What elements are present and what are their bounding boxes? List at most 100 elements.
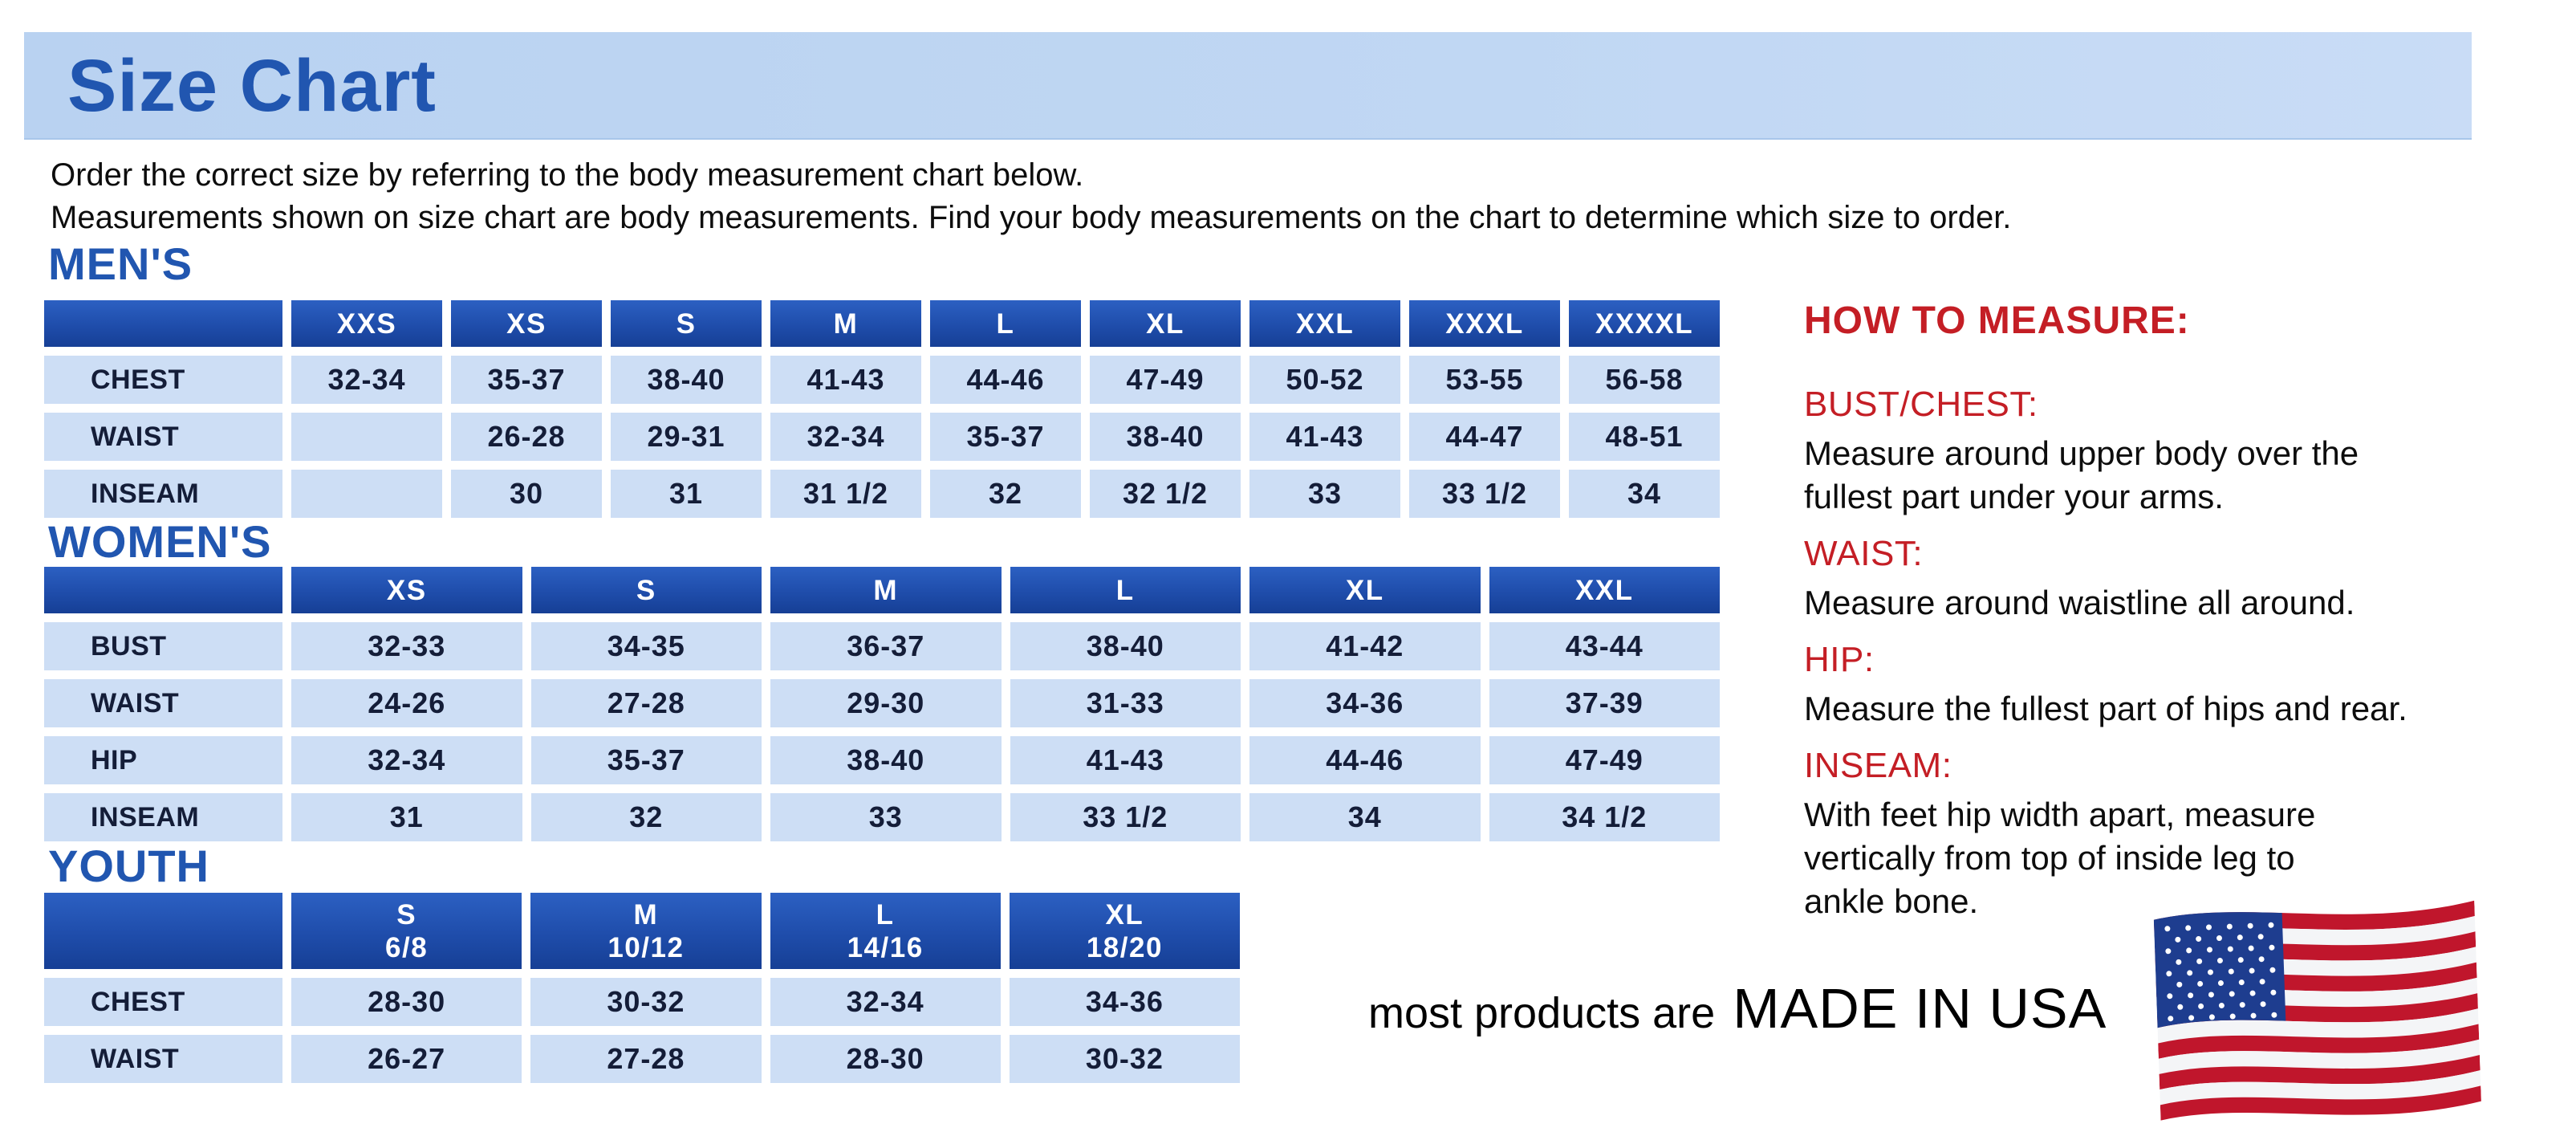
- size-value-cell: 31 1/2: [770, 470, 921, 518]
- size-value-cell: 43-44: [1489, 622, 1720, 670]
- womens-size-table: XS S M L XL XXL BUST 32-33 34-35 36-37 38-40 41-42 4…: [44, 567, 1720, 841]
- measure-description: Measure around waistline all around.: [1804, 584, 2355, 621]
- size-value-cell: 24-26: [291, 679, 522, 727]
- how-to-measure-items: BUST/CHEST: Measure around upper body ove…: [1804, 385, 2550, 923]
- size-value-cell: [291, 413, 442, 461]
- table-corner-cell: [44, 893, 282, 969]
- size-column-header: XL 18/20: [1009, 893, 1240, 969]
- size-value-cell: 34 1/2: [1489, 793, 1720, 841]
- size-column-header: S: [611, 300, 762, 347]
- measure-term: WAIST:: [1804, 534, 1924, 573]
- size-value-cell: 32-34: [291, 736, 522, 784]
- size-column-header: XL: [1090, 300, 1241, 347]
- size-column-header: XXXL: [1409, 300, 1560, 347]
- size-value-cell: 34: [1569, 470, 1720, 518]
- size-value-cell: 27-28: [530, 679, 762, 727]
- size-value-cell: 32: [930, 470, 1081, 518]
- section-heading-youth: YOUTH: [48, 841, 209, 891]
- size-value-cell: 48-51: [1569, 413, 1720, 461]
- section-heading-womens: WOMEN'S: [48, 516, 272, 567]
- size-value-cell: 35-37: [451, 356, 602, 404]
- size-value-cell: 33 1/2: [1409, 470, 1560, 518]
- size-value-cell: 30-32: [1009, 1035, 1240, 1083]
- measure-item: WAIST: Measure around waistline all aroun…: [1804, 534, 2550, 625]
- size-value-cell: 31: [611, 470, 762, 518]
- size-value-cell: 50-52: [1249, 356, 1400, 404]
- size-value-cell: 32-34: [770, 413, 921, 461]
- made-in-usa-prefix: most products are: [1368, 989, 1716, 1037]
- measure-description: Measure around upper body over the fulles…: [1804, 434, 2359, 515]
- size-value-cell: 31: [291, 793, 522, 841]
- size-value-cell: 44-46: [1249, 736, 1481, 784]
- size-value-cell: 44-46: [930, 356, 1081, 404]
- size-value-cell: 30-32: [530, 978, 762, 1026]
- size-value-cell: 34-35: [530, 622, 762, 670]
- size-value-cell: 28-30: [770, 1035, 1001, 1083]
- size-value-cell: 30: [451, 470, 602, 518]
- size-value-cell: 32-34: [770, 978, 1001, 1026]
- size-value-cell: 47-49: [1090, 356, 1241, 404]
- measure-item: HIP: Measure the fullest part of hips and…: [1804, 640, 2550, 731]
- measure-item: BUST/CHEST: Measure around upper body ove…: [1804, 385, 2550, 519]
- size-column-header: M: [770, 567, 1002, 613]
- measure-term: HIP:: [1804, 640, 1875, 679]
- size-value-cell: 41-42: [1249, 622, 1481, 670]
- measurement-row-label: HIP: [44, 736, 282, 784]
- size-column-header: XS: [451, 300, 602, 347]
- size-value-cell: 53-55: [1409, 356, 1560, 404]
- how-to-measure-section: HOW TO MEASURE: BUST/CHEST: Measure aroun…: [1804, 299, 2550, 923]
- size-value-cell: 28-30: [291, 978, 522, 1026]
- size-column-header: L 14/16: [770, 893, 1001, 969]
- size-value-cell: 38-40: [1090, 413, 1241, 461]
- intro-line-2: Measurements shown on size chart are bod…: [51, 200, 2012, 235]
- size-column-header: M 10/12: [530, 893, 762, 969]
- size-column-header: XS: [291, 567, 522, 613]
- size-column-header: XXL: [1489, 567, 1720, 613]
- measurement-row-label: WAIST: [44, 413, 282, 461]
- intro-line-1: Order the correct size by referring to t…: [51, 157, 1084, 193]
- size-value-cell: 38-40: [770, 736, 1002, 784]
- size-column-header: XL: [1249, 567, 1481, 613]
- measurement-row-label: INSEAM: [44, 793, 282, 841]
- size-value-cell: 37-39: [1489, 679, 1720, 727]
- size-value-cell: 32-34: [291, 356, 442, 404]
- usa-flag-icon: [2153, 892, 2482, 1132]
- how-to-measure-heading: HOW TO MEASURE:: [1804, 299, 2190, 342]
- intro-text: Order the correct size by referring to t…: [51, 154, 2011, 239]
- size-column-header: XXL: [1249, 300, 1400, 347]
- size-value-cell: 44-47: [1409, 413, 1560, 461]
- size-value-cell: 29-31: [611, 413, 762, 461]
- size-value-cell: 32-33: [291, 622, 522, 670]
- size-value-cell: 33: [770, 793, 1002, 841]
- size-value-cell: 41-43: [1249, 413, 1400, 461]
- measure-item: INSEAM: With feet hip width apart, measur…: [1804, 746, 2550, 923]
- made-in-usa-text: MADE IN USA: [1733, 977, 2107, 1040]
- size-value-cell: 27-28: [530, 1035, 762, 1083]
- size-value-cell: 31-33: [1010, 679, 1241, 727]
- size-value-cell: 32 1/2: [1090, 470, 1241, 518]
- measurement-row-label: CHEST: [44, 978, 282, 1026]
- size-value-cell: 35-37: [530, 736, 762, 784]
- size-value-cell: 34-36: [1009, 978, 1240, 1026]
- measure-description: Measure the fullest part of hips and rea…: [1804, 690, 2407, 727]
- measurement-row-label: WAIST: [44, 679, 282, 727]
- size-value-cell: 41-43: [1010, 736, 1241, 784]
- measurement-row-label: CHEST: [44, 356, 282, 404]
- size-value-cell: 56-58: [1569, 356, 1720, 404]
- youth-size-table: S 6/8 M 10/12 L 14/16 XL 18/20 CHEST 28-30 30-32 32…: [44, 893, 1240, 1083]
- size-value-cell: 32: [530, 793, 762, 841]
- size-value-cell: 34: [1249, 793, 1481, 841]
- measure-term: BUST/CHEST:: [1804, 385, 2038, 424]
- size-value-cell: 41-43: [770, 356, 921, 404]
- size-value-cell: 26-27: [291, 1035, 522, 1083]
- size-value-cell: 38-40: [1010, 622, 1241, 670]
- measurement-row-label: INSEAM: [44, 470, 282, 518]
- measure-term: INSEAM:: [1804, 746, 1952, 785]
- size-value-cell: 38-40: [611, 356, 762, 404]
- table-corner-cell: [44, 300, 282, 347]
- size-column-header: M: [770, 300, 921, 347]
- size-value-cell: 35-37: [930, 413, 1081, 461]
- size-column-header: L: [930, 300, 1081, 347]
- measurement-row-label: WAIST: [44, 1035, 282, 1083]
- size-column-header: XXXXL: [1569, 300, 1720, 347]
